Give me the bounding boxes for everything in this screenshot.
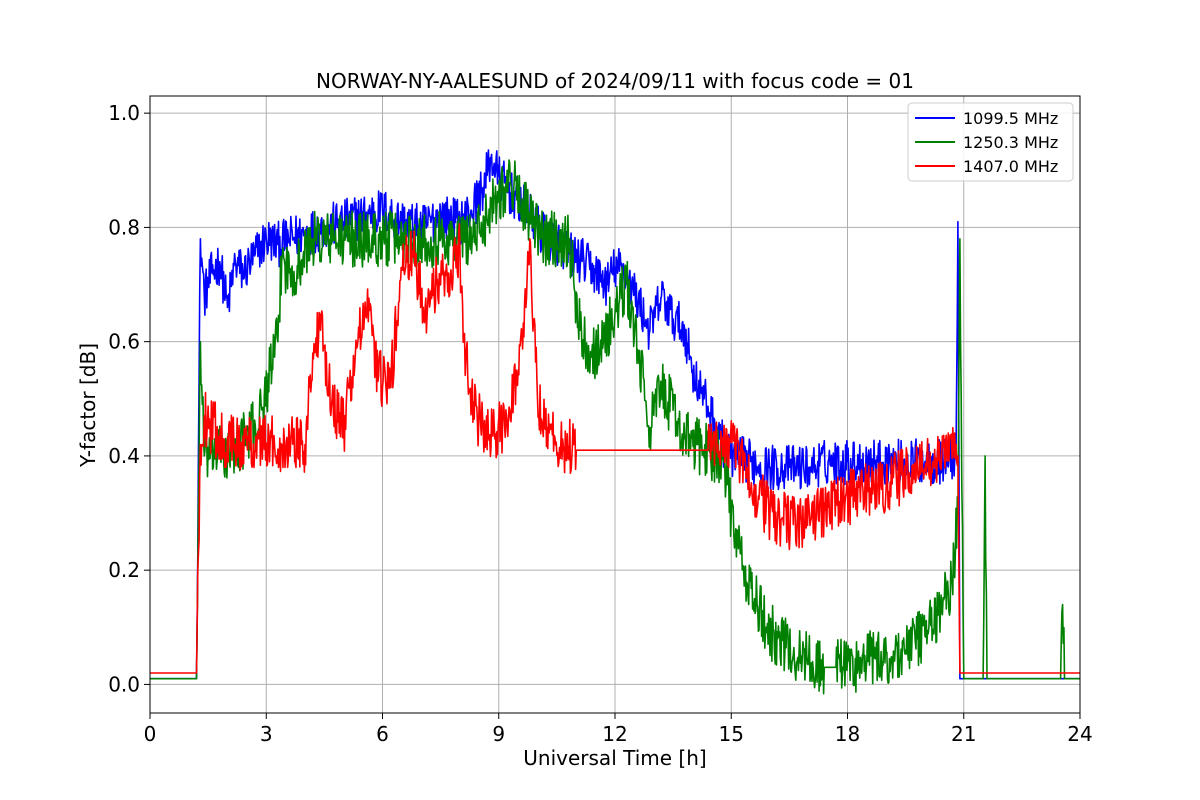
axis-ticks: 0 3 6 9 12 15 18 21 24 0.0 0.2 0.4 0.6 0.8 1.0 bbox=[108, 101, 1093, 746]
y-tick-label: 0.0 bbox=[108, 672, 140, 696]
y-tick-label: 1.0 bbox=[108, 101, 140, 125]
y-axis-label: Y-factor [dB] bbox=[76, 343, 100, 468]
series-line-2 bbox=[150, 159, 1080, 695]
series-line-3 bbox=[150, 223, 1080, 674]
x-tick-label: 6 bbox=[376, 722, 389, 746]
y-tick-label: 0.4 bbox=[108, 444, 140, 468]
x-tick-label: 21 bbox=[951, 722, 976, 746]
legend: 1099.5 MHz 1250.3 MHz 1407.0 MHz bbox=[907, 102, 1074, 182]
x-axis-label: Universal Time [h] bbox=[523, 746, 706, 770]
legend-label-2: 1250.3 MHz bbox=[963, 133, 1058, 152]
series-layer bbox=[150, 149, 1080, 695]
x-tick-label: 3 bbox=[260, 722, 273, 746]
y-tick-label: 0.6 bbox=[108, 330, 140, 354]
legend-label-1: 1099.5 MHz bbox=[963, 109, 1058, 128]
x-tick-label: 12 bbox=[602, 722, 627, 746]
chart-title: NORWAY-NY-AALESUND of 2024/09/11 with fo… bbox=[316, 69, 914, 93]
x-tick-label: 18 bbox=[835, 722, 860, 746]
legend-label-3: 1407.0 MHz bbox=[963, 157, 1058, 176]
y-tick-label: 0.8 bbox=[108, 215, 140, 239]
x-tick-label: 9 bbox=[492, 722, 505, 746]
legend-box bbox=[907, 102, 1074, 182]
x-tick-label: 15 bbox=[719, 722, 744, 746]
x-tick-label: 0 bbox=[144, 722, 157, 746]
y-tick-label: 0.2 bbox=[108, 558, 140, 582]
x-tick-label: 24 bbox=[1067, 722, 1092, 746]
